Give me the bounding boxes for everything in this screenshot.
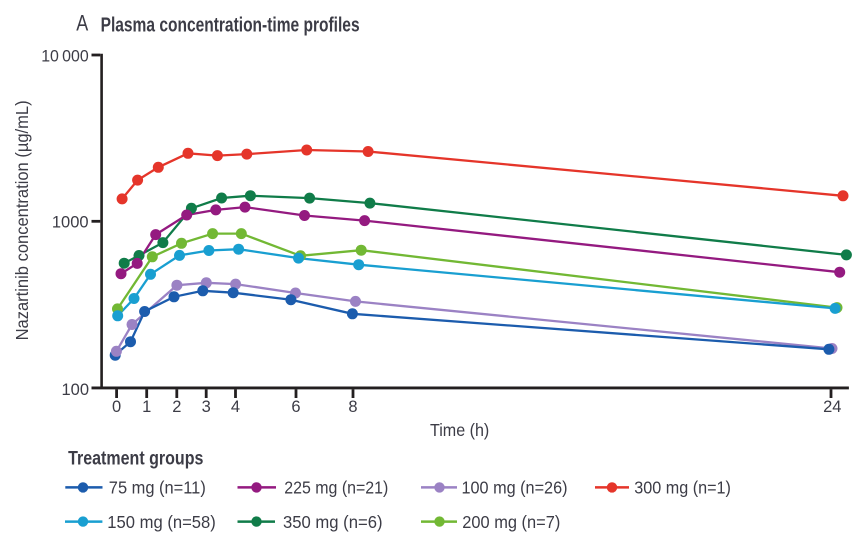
svg-text:1000: 1000 <box>52 214 89 232</box>
svg-text:4: 4 <box>231 398 240 416</box>
svg-text:1: 1 <box>142 398 151 416</box>
svg-text:350 mg (n=6): 350 mg (n=6) <box>283 512 383 532</box>
svg-text:0: 0 <box>112 398 121 416</box>
svg-text:3: 3 <box>202 398 211 416</box>
svg-text:200 mg (n=7): 200 mg (n=7) <box>462 512 560 532</box>
svg-text:100 mg (n=26): 100 mg (n=26) <box>462 478 568 498</box>
svg-text:A: A <box>76 11 88 36</box>
svg-text:225 mg (n=21): 225 mg (n=21) <box>284 478 388 498</box>
svg-text:100: 100 <box>61 381 89 399</box>
svg-text:300 mg (n=1): 300 mg (n=1) <box>634 478 731 498</box>
svg-text:24: 24 <box>823 398 841 416</box>
svg-text:6: 6 <box>291 398 300 416</box>
svg-text:Treatment groups: Treatment groups <box>68 449 203 470</box>
svg-text:10 000: 10 000 <box>41 48 89 66</box>
svg-text:75 mg (n=11): 75 mg (n=11) <box>109 478 206 498</box>
svg-text:Plasma concentration-time prof: Plasma concentration-time profiles <box>101 14 360 36</box>
svg-text:Nazartinib concentration (µg/m: Nazartinib concentration (µg/mL) <box>12 100 32 340</box>
svg-text:Time (h): Time (h) <box>430 420 489 440</box>
svg-text:8: 8 <box>348 398 357 416</box>
svg-text:2: 2 <box>172 398 181 416</box>
svg-text:150 mg (n=58): 150 mg (n=58) <box>107 512 216 532</box>
